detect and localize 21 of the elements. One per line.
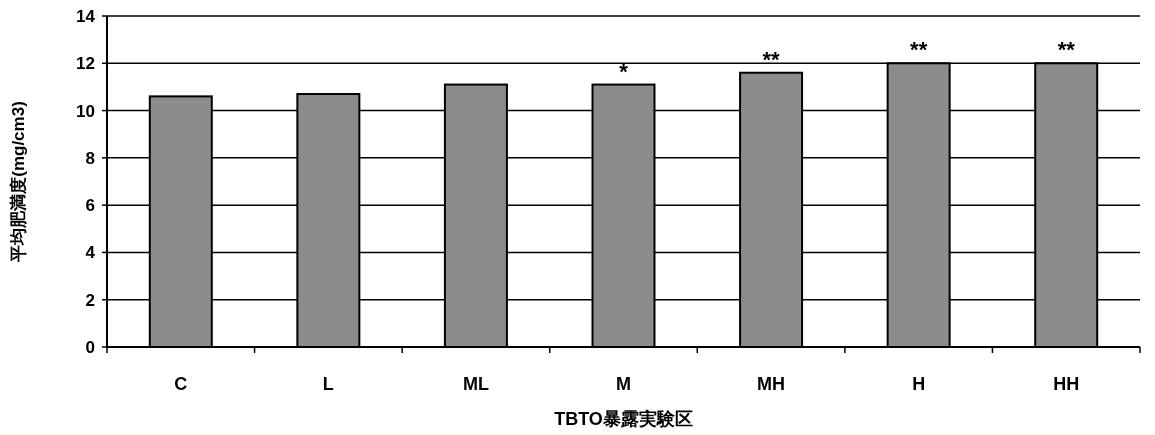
y-tick-label: 0: [85, 338, 95, 357]
x-tick-label: H: [912, 374, 926, 394]
x-tick-label: HH: [1053, 374, 1080, 394]
x-tick-label: L: [322, 374, 334, 394]
x-axis-title: TBTO暴露実験区: [554, 409, 693, 429]
x-tick-label: ML: [462, 374, 489, 394]
y-tick-label: 2: [85, 290, 95, 310]
annotation: **: [1057, 37, 1076, 63]
x-tick-label: MH: [757, 374, 786, 394]
y-tick-label: 10: [76, 101, 95, 121]
y-axis-title: 平均肥満度(mg/cm3): [9, 101, 28, 263]
y-tick-label: 14: [76, 7, 96, 26]
x-tick-label: C: [174, 374, 188, 394]
y-tick-label: 6: [85, 196, 95, 216]
annotation: *: [619, 58, 629, 84]
annotation: **: [762, 46, 781, 72]
y-tick-label: 8: [85, 148, 95, 168]
y-tick-label: 4: [85, 243, 96, 263]
annotation: **: [910, 37, 928, 63]
x-tick-label: M: [616, 374, 631, 394]
y-tick-label: 12: [76, 54, 95, 74]
